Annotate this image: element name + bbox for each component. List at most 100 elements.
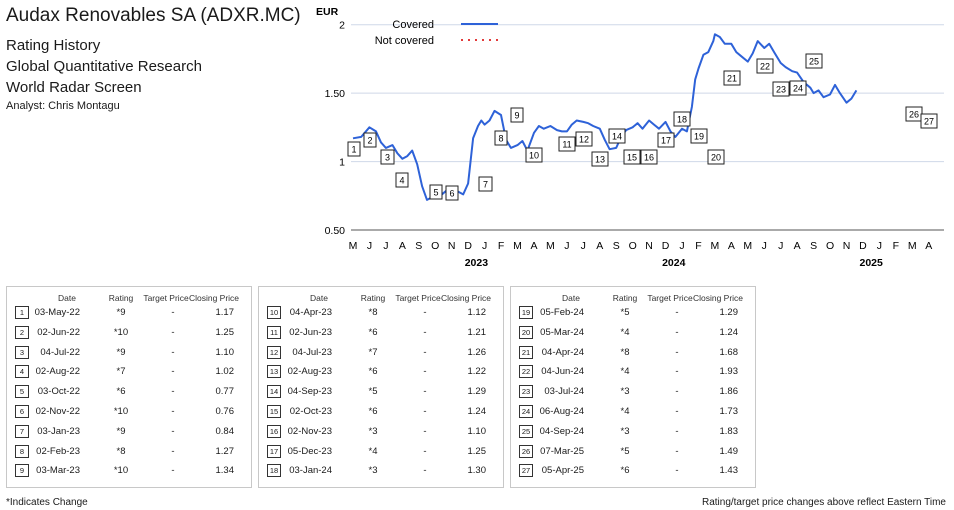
table-row: 15 02-Oct-23 *6 - 1.24 [259, 403, 503, 423]
row-rating: *9 [116, 346, 126, 358]
row-number: 25 [519, 424, 533, 438]
row-target-price: - [171, 465, 175, 477]
row-rating: *3 [620, 425, 630, 437]
report-header: Audax Renovables SA (ADXR.MC) Rating His… [6, 4, 301, 113]
table-header: Rating [108, 293, 134, 303]
table-row: 5 03-Oct-22 *6 - 0.77 [7, 383, 251, 403]
x-month-label: A [596, 240, 603, 252]
annotation-number: 17 [661, 136, 671, 146]
annotation-box [789, 80, 807, 96]
row-date: 03-May-22 [34, 307, 80, 318]
row-rating: *7 [368, 346, 378, 358]
annotation-box [623, 149, 641, 165]
annotation-number: 19 [694, 132, 704, 142]
row-rating: *6 [116, 386, 126, 398]
row-closing-price: 0.76 [215, 406, 235, 417]
row-target-price: - [675, 366, 679, 378]
annotation-number: 5 [433, 188, 438, 198]
row-number: 21 [519, 345, 533, 359]
x-month-label: J [778, 240, 783, 252]
row-target-price: - [423, 326, 427, 338]
x-year-label: 2024 [662, 257, 686, 269]
row-date: 02-Aug-23 [287, 366, 332, 378]
row-rating: *9 [116, 307, 126, 318]
legend-label-not-covered: Not covered [375, 35, 434, 47]
row-closing-price: 1.86 [719, 386, 739, 398]
annotation-number: 9 [514, 111, 519, 121]
y-axis-ticks: 0.50 1 1.50 2 [325, 20, 346, 237]
x-month-label: M [743, 240, 752, 252]
annotation-box [429, 184, 443, 200]
x-month-label: F [498, 240, 504, 252]
table-row: 6 02-Nov-22 *10 - 0.76 [7, 403, 251, 423]
annotation-box [723, 70, 741, 86]
x-month-label: M [711, 240, 720, 252]
table-row: 8 02-Feb-23 *8 - 1.27 [7, 443, 251, 463]
table-row: 21 04-Apr-24 *8 - 1.68 [511, 344, 755, 364]
row-closing-price: 1.10 [215, 346, 235, 358]
x-month-label: S [415, 240, 422, 252]
row-rating: *6 [368, 366, 378, 378]
row-date: 02-Jun-23 [289, 326, 332, 338]
row-closing-price: 0.84 [215, 425, 235, 437]
row-number: 23 [519, 385, 533, 399]
row-target-price: - [423, 445, 427, 457]
row-number: 18 [267, 464, 281, 478]
annotation-number: 11 [562, 140, 571, 150]
x-month-label: O [629, 240, 637, 252]
table-header: Rating [360, 293, 386, 303]
annotation-number: 16 [644, 153, 654, 163]
table-header: Closing Price [440, 293, 492, 303]
rating-table-1: Date Rating Target Price Closing Price 1 03-M… [6, 286, 252, 488]
row-closing-price: 1.43 [719, 465, 739, 477]
table-header: Target Price [395, 293, 441, 303]
annotation-number: 1 [351, 145, 356, 155]
table-row: 26 07-Mar-25 *5 - 1.49 [511, 443, 755, 463]
table-row: 18 03-Jan-24 *3 - 1.30 [259, 462, 503, 482]
row-closing-price: 1.29 [719, 307, 739, 318]
annotation-box [445, 185, 459, 201]
subtitle-rating-history: Rating History [6, 37, 101, 54]
table-header: Closing Price [188, 293, 240, 303]
rating-table-2: Date Rating Target Price Closing Price 10 04-… [258, 286, 504, 488]
annotation-number: 3 [385, 153, 390, 163]
x-month-label: J [581, 240, 586, 252]
row-closing-price: 1.49 [719, 445, 739, 457]
table-row: 23 03-Jul-24 *3 - 1.86 [511, 383, 755, 403]
x-month-label: D [662, 240, 670, 252]
x-month-label: N [645, 240, 653, 252]
x-month-label: O [826, 240, 834, 252]
row-target-price: - [675, 465, 679, 477]
row-rating: *3 [368, 465, 378, 477]
annotation-number: 18 [677, 115, 687, 125]
row-target-price: - [423, 465, 427, 477]
table-row: 24 06-Aug-24 *4 - 1.73 [511, 403, 755, 423]
row-number: 13 [267, 365, 281, 379]
row-closing-price: 1.02 [215, 366, 235, 378]
annotation-number: 23 [776, 85, 786, 95]
annotation-number: 14 [612, 132, 622, 142]
row-target-price: - [171, 366, 175, 378]
row-target-price: - [171, 406, 175, 417]
row-date: 05-Dec-23 [287, 445, 332, 457]
x-month-label: O [431, 240, 439, 252]
row-number: 10 [267, 306, 281, 319]
x-month-label: F [893, 240, 899, 252]
y-tick-label: 1 [339, 157, 345, 169]
row-number: 26 [519, 444, 533, 458]
x-month-label: A [794, 240, 801, 252]
row-date: 02-Jun-22 [37, 326, 80, 338]
x-year-label: 2023 [465, 257, 489, 269]
annotation-box [608, 128, 626, 144]
annotation-box [673, 111, 691, 127]
annotation-number: 24 [793, 84, 803, 94]
row-closing-price: 0.77 [215, 386, 235, 398]
table-row: 16 02-Nov-23 *3 - 1.10 [259, 423, 503, 443]
row-rating: *4 [620, 326, 630, 338]
row-date: 05-Mar-24 [540, 326, 584, 338]
table-row: 14 04-Sep-23 *5 - 1.29 [259, 383, 503, 403]
row-date: 05-Feb-24 [540, 307, 584, 318]
x-month-label: A [728, 240, 735, 252]
row-target-price: - [171, 346, 175, 358]
annotation-box [510, 107, 524, 123]
